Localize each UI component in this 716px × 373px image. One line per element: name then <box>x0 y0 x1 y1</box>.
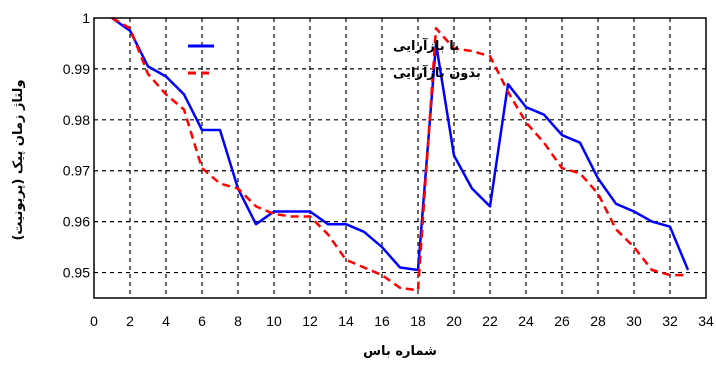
y-tick-label: 0.98 <box>63 112 90 128</box>
y-tick-label: 0.97 <box>63 163 90 179</box>
x-tick-label: 14 <box>338 313 354 329</box>
x-tick-label: 8 <box>234 313 242 329</box>
x-tick-labels: 0 2 4 6 8 10 12 14 16 18 20 22 24 26 28 30 32 34 <box>90 313 714 329</box>
x-tick-label: 32 <box>662 313 678 329</box>
legend-label-without-reconfig: بدون بازآرایی <box>393 64 481 81</box>
plot-frame <box>93 17 707 299</box>
x-tick-label: 10 <box>266 313 282 329</box>
x-tick-label: 4 <box>162 313 170 329</box>
series-lines <box>111 16 690 292</box>
y-tick-label: 0.96 <box>63 214 90 230</box>
x-tick-label: 2 <box>126 313 134 329</box>
x-axis-title: شماره باس <box>363 344 437 359</box>
grid <box>94 18 706 298</box>
y-axis-title: ولتاژ زمان پیک (پریونیت) <box>11 79 26 240</box>
y-tick-labels: 0.95 0.96 0.97 0.98 0.99 1 <box>63 10 90 281</box>
x-tick-label: 22 <box>482 313 498 329</box>
series-line-with-reconfig <box>111 16 690 272</box>
x-tick-label: 12 <box>302 313 318 329</box>
x-tick-label: 20 <box>446 313 462 329</box>
y-tick-label: 1 <box>82 10 90 26</box>
y-tick-label: 0.99 <box>63 61 90 77</box>
series-line-without-reconfig <box>111 16 688 292</box>
x-tick-label: 34 <box>698 313 714 329</box>
x-tick-label: 0 <box>90 313 98 329</box>
x-tick-label: 6 <box>198 313 206 329</box>
x-tick-label: 30 <box>626 313 642 329</box>
x-tick-label: 24 <box>518 313 534 329</box>
x-tick-label: 18 <box>410 313 426 329</box>
x-tick-label: 16 <box>374 313 390 329</box>
legend: با بازآرایی بدون بازآرایی <box>188 37 481 81</box>
x-tick-label: 28 <box>590 313 606 329</box>
x-tick-label: 26 <box>554 313 570 329</box>
legend-label-with-reconfig: با بازآرایی <box>393 37 459 54</box>
y-tick-label: 0.95 <box>63 265 90 281</box>
